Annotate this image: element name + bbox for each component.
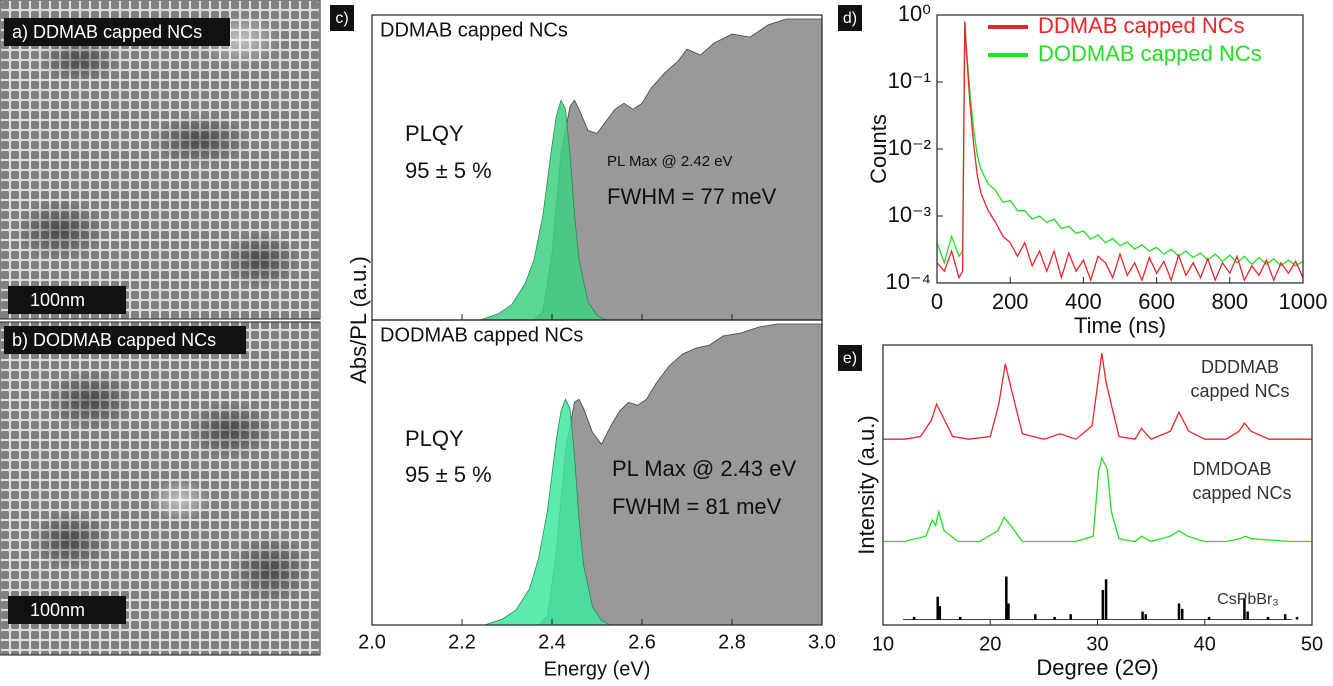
- annotation: PLQY: [405, 426, 464, 451]
- y-tick-label: 10⁰: [898, 1, 931, 26]
- image-caption: a) DDMAB capped NCs: [12, 22, 202, 42]
- panel-label-box: [330, 5, 354, 31]
- data-line: [883, 456, 1312, 543]
- y-tick-label: 10⁻²: [888, 135, 931, 160]
- panel-label: c): [335, 10, 348, 27]
- data-line: [936, 21, 1304, 267]
- panel-label-box: [838, 5, 862, 31]
- subplot-title: DODMAB capped NCs: [380, 324, 583, 346]
- x-tick-label: 50: [1301, 633, 1323, 655]
- x-tick-label: 0: [931, 289, 943, 314]
- annotation: DDDMAB: [1201, 357, 1279, 377]
- x-tick-label: 2.4: [538, 631, 566, 653]
- x-tick-label: 2.8: [718, 631, 746, 653]
- y-tick-label: 10⁻³: [888, 202, 931, 227]
- subplot-title: DDMAB capped NCs: [380, 19, 568, 41]
- image-caption: b) DODMAB capped NCs: [12, 330, 216, 350]
- annotation: DMDOAB: [1192, 459, 1271, 479]
- data-line: [883, 353, 1312, 440]
- annotation: capped NCs: [1192, 483, 1291, 503]
- pl-area: [479, 99, 607, 321]
- y-axis-label: Intensity (a.u.): [854, 415, 879, 554]
- annotation: capped NCs: [1190, 381, 1289, 401]
- x-tick-label: 400: [1065, 289, 1102, 314]
- y-axis-label: Abs/PL (a.u.): [346, 256, 371, 384]
- plot-frame: [371, 319, 823, 626]
- x-tick-label: 200: [992, 289, 1029, 314]
- annotation: PL Max @ 2.43 eV: [612, 456, 796, 481]
- panel-label-box: [838, 345, 862, 371]
- annotation: CsPbBr₃: [1217, 591, 1279, 608]
- x-tick-label: 2.2: [448, 631, 476, 653]
- legend-label: DODMAB capped NCs: [1038, 41, 1262, 66]
- x-axis-label: Degree (2Θ): [1036, 655, 1158, 680]
- annotation: FWHM = 81 meV: [612, 494, 782, 519]
- legend-label: DDMAB capped NCs: [1038, 13, 1245, 38]
- x-tick-label: 2.6: [628, 631, 656, 653]
- x-tick-label: 800: [1211, 289, 1248, 314]
- x-tick-label: 30: [1086, 633, 1108, 655]
- annotation: 95 ± 5 %: [405, 158, 492, 183]
- scale-bar-label: 100nm: [30, 600, 85, 620]
- x-tick-label: 40: [1194, 633, 1216, 655]
- x-axis-label: Time (ns): [1074, 313, 1166, 338]
- x-tick-label: 3.0: [808, 631, 836, 653]
- tem-image-a: a) DDMAB capped NCs 100nm: [0, 0, 321, 320]
- data-line: [936, 21, 1304, 283]
- y-tick-label: 10⁻⁴: [885, 269, 931, 294]
- x-tick-label: 2.0: [358, 631, 386, 653]
- annotation: FWHM = 77 meV: [607, 184, 777, 209]
- pl-area: [484, 398, 611, 626]
- scale-bar-label: 100nm: [30, 290, 85, 310]
- panel-label: e): [843, 350, 857, 367]
- annotation: 95 ± 5 %: [405, 462, 492, 487]
- y-axis-label: Counts: [866, 114, 891, 184]
- panel-label: d): [843, 10, 857, 27]
- x-tick-label: 20: [979, 633, 1001, 655]
- annotation: PL Max @ 2.42 eV: [607, 153, 733, 170]
- absorbance-area: [537, 323, 823, 626]
- x-tick-label: 10: [872, 633, 894, 655]
- x-tick-label: 600: [1138, 289, 1175, 314]
- tem-image-b: b) DODMAB capped NCs 100nm: [0, 321, 321, 656]
- x-tick-label: 1000: [1279, 289, 1328, 314]
- y-tick-label: 10⁻¹: [888, 68, 931, 93]
- absorbance-area: [533, 18, 823, 321]
- annotation: PLQY: [405, 121, 464, 146]
- x-axis-label: Energy (eV): [544, 658, 651, 680]
